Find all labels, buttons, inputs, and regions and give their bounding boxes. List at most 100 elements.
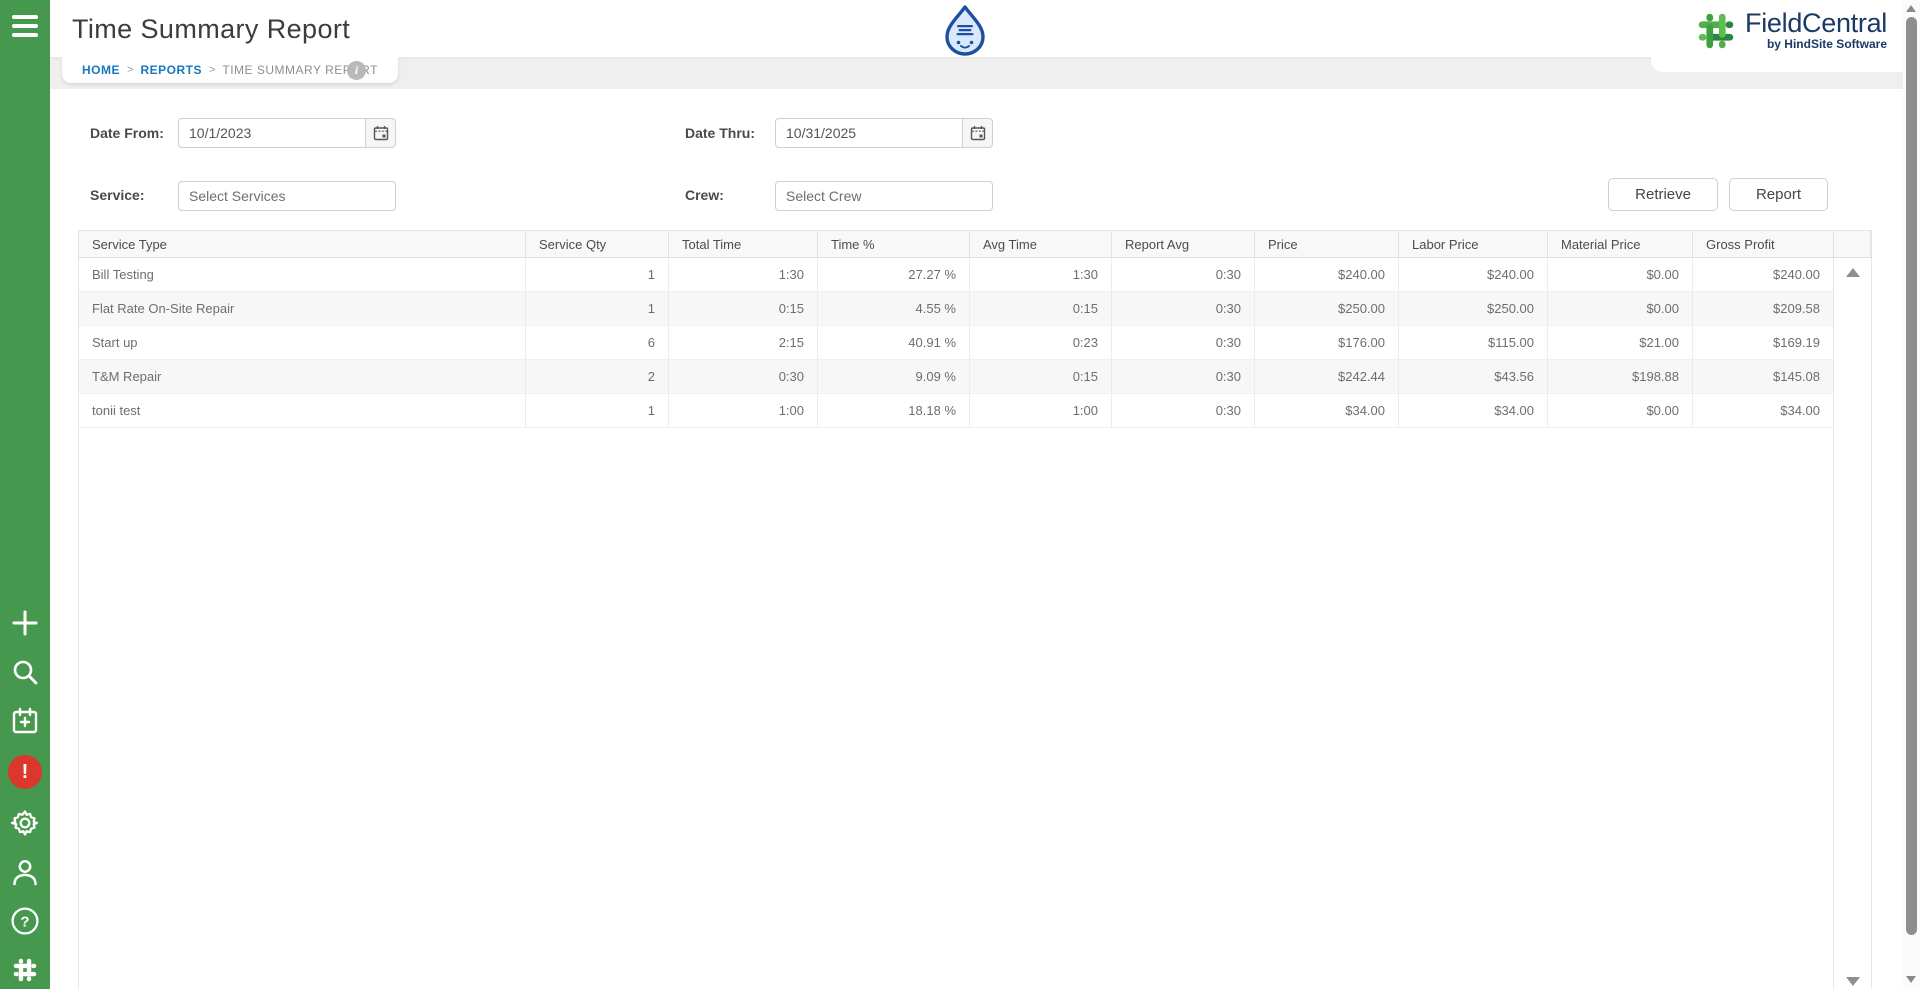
- alert-glyph: !: [21, 760, 29, 783]
- table-cell: $0.00: [1548, 394, 1693, 427]
- date-from-input[interactable]: [178, 118, 366, 148]
- scrollbar-thumb[interactable]: [1906, 17, 1917, 935]
- column-header[interactable]: Material Price: [1548, 231, 1693, 257]
- breadcrumb-current: TIME SUMMARY REPORT: [222, 63, 378, 77]
- column-header[interactable]: Service Qty: [526, 231, 669, 257]
- fieldcentral-pinwheel-icon: [1693, 8, 1739, 54]
- topbar: Time Summary Report: [50, 0, 1903, 57]
- table-cell: $115.00: [1399, 326, 1548, 359]
- table-cell: 0:30: [1112, 360, 1255, 393]
- search-icon[interactable]: [10, 657, 40, 687]
- table-cell: $250.00: [1399, 292, 1548, 325]
- service-select[interactable]: [178, 181, 396, 211]
- report-button[interactable]: Report: [1728, 178, 1828, 211]
- table-cell: 27.27 %: [818, 258, 970, 291]
- user-icon[interactable]: [10, 857, 40, 887]
- table-cell: $169.19: [1693, 326, 1834, 359]
- page-title: Time Summary Report: [72, 14, 351, 44]
- menu-icon[interactable]: [12, 15, 38, 42]
- column-header[interactable]: Total Time: [669, 231, 818, 257]
- table-cell: 1:30: [970, 258, 1112, 291]
- table-cell: $34.00: [1693, 394, 1834, 427]
- settings-icon[interactable]: [10, 808, 40, 838]
- column-header[interactable]: Service Type: [79, 231, 526, 257]
- column-header[interactable]: Report Avg: [1112, 231, 1255, 257]
- brand-pinwheel-icon[interactable]: [10, 955, 40, 985]
- table-cell: $176.00: [1255, 326, 1399, 359]
- breadcrumb-home-link[interactable]: HOME: [82, 63, 120, 77]
- table-cell: $0.00: [1548, 258, 1693, 291]
- table-row: Flat Rate On-Site Repair 1 0:15 4.55 % 0:15 0…: [79, 292, 1871, 326]
- service-label: Service:: [90, 187, 145, 203]
- table-cell: 18.18 %: [818, 394, 970, 427]
- column-header[interactable]: Gross Profit: [1693, 231, 1834, 257]
- table-cell: tonii test: [79, 394, 526, 427]
- table-cell: $34.00: [1255, 394, 1399, 427]
- breadcrumb: HOME > REPORTS > TIME SUMMARY REPORT: [62, 57, 398, 83]
- table-cell: 0:30: [1112, 292, 1255, 325]
- brand-logo-tab: FieldCentral by HindSite Software: [1651, 0, 1903, 72]
- grid-body: Bill Testing 1 1:30 27.27 % 1:30 0:30 $240.00 $…: [79, 258, 1871, 428]
- table-cell: $21.00: [1548, 326, 1693, 359]
- table-cell: 2:15: [669, 326, 818, 359]
- grid-scroll-up-icon[interactable]: [1846, 268, 1860, 277]
- table-cell: Bill Testing: [79, 258, 526, 291]
- table-row: tonii test 1 1:00 18.18 % 1:00 0:30 $34.00 $34.…: [79, 394, 1871, 428]
- table-cell: 1: [526, 258, 669, 291]
- brand-tagline: by HindSite Software: [1766, 37, 1887, 51]
- table-cell: $198.88: [1548, 360, 1693, 393]
- date-thru-calendar-button[interactable]: [963, 118, 993, 148]
- table-cell: $0.00: [1548, 292, 1693, 325]
- table-cell: $34.00: [1399, 394, 1548, 427]
- table-cell: 0:15: [669, 292, 818, 325]
- table-cell: 0:30: [1112, 326, 1255, 359]
- help-icon[interactable]: ?: [10, 906, 40, 936]
- table-cell: 1:00: [970, 394, 1112, 427]
- breadcrumb-reports-link[interactable]: REPORTS: [140, 63, 202, 77]
- grid-scroll-rail[interactable]: [1833, 258, 1871, 989]
- table-cell: $209.58: [1693, 292, 1834, 325]
- date-from-label: Date From:: [90, 125, 164, 141]
- info-icon[interactable]: i: [347, 61, 366, 80]
- table-cell: 0:30: [1112, 394, 1255, 427]
- column-header[interactable]: Price: [1255, 231, 1399, 257]
- time-summary-grid: Service Type Service Qty Total Time Time % A…: [78, 230, 1872, 989]
- date-thru-label: Date Thru:: [685, 125, 755, 141]
- scrollbar-down-icon[interactable]: [1906, 976, 1916, 983]
- page-scrollbar[interactable]: [1903, 0, 1920, 989]
- column-header[interactable]: Time %: [818, 231, 970, 257]
- crew-select[interactable]: [775, 181, 993, 211]
- water-drop-mascot-logo: [940, 4, 990, 56]
- grid-header-row: Service Type Service Qty Total Time Time % A…: [79, 231, 1871, 258]
- table-cell: 2: [526, 360, 669, 393]
- table-cell: $250.00: [1255, 292, 1399, 325]
- crew-label: Crew:: [685, 187, 724, 203]
- retrieve-button[interactable]: Retrieve: [1608, 178, 1718, 211]
- table-cell: 9.09 %: [818, 360, 970, 393]
- table-cell: $240.00: [1255, 258, 1399, 291]
- date-from-calendar-button[interactable]: [366, 118, 396, 148]
- alerts-icon[interactable]: !: [8, 755, 42, 789]
- table-cell: $43.56: [1399, 360, 1548, 393]
- date-thru-input[interactable]: [775, 118, 963, 148]
- calendar-add-icon[interactable]: [10, 706, 40, 736]
- table-row: Start up 6 2:15 40.91 % 0:23 0:30 $176.00 $115.…: [79, 326, 1871, 360]
- table-cell: 1: [526, 394, 669, 427]
- table-cell: 1:00: [669, 394, 818, 427]
- table-cell: 0:15: [970, 360, 1112, 393]
- table-cell: 1:30: [669, 258, 818, 291]
- sidebar: ! ?: [0, 0, 50, 989]
- table-cell: $242.44: [1255, 360, 1399, 393]
- scrollbar-up-icon[interactable]: [1906, 5, 1916, 12]
- column-header[interactable]: Labor Price: [1399, 231, 1548, 257]
- table-cell: 1: [526, 292, 669, 325]
- column-header-spacer: [1834, 231, 1871, 257]
- column-header[interactable]: Avg Time: [970, 231, 1112, 257]
- table-cell: 0:23: [970, 326, 1112, 359]
- brand-name: FieldCentral: [1745, 8, 1887, 38]
- add-icon[interactable]: [10, 608, 40, 638]
- table-cell: 0:30: [669, 360, 818, 393]
- grid-scroll-down-icon[interactable]: [1846, 977, 1860, 986]
- fieldcentral-logo: FieldCentral by HindSite Software: [1693, 8, 1887, 54]
- table-cell: 0:15: [970, 292, 1112, 325]
